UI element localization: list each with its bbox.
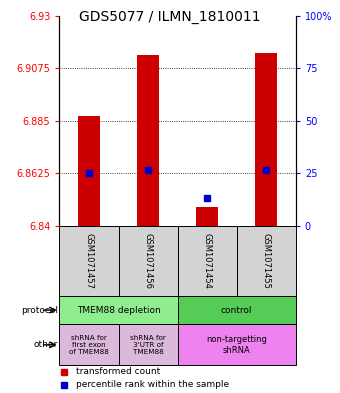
- Bar: [196, 207, 218, 226]
- Text: GSM1071455: GSM1071455: [262, 233, 271, 289]
- Bar: [59, 296, 177, 324]
- Text: percentile rank within the sample: percentile rank within the sample: [76, 380, 229, 389]
- Text: TMEM88 depletion: TMEM88 depletion: [77, 306, 160, 314]
- Bar: [177, 226, 237, 296]
- Bar: [177, 324, 296, 365]
- Bar: [255, 53, 277, 226]
- Text: protocol: protocol: [21, 306, 58, 314]
- Bar: [59, 324, 119, 365]
- Text: other: other: [34, 340, 58, 349]
- Bar: [237, 226, 296, 296]
- Text: GSM1071457: GSM1071457: [85, 233, 94, 289]
- Bar: [59, 226, 119, 296]
- Bar: [137, 55, 159, 226]
- Text: shRNA for
first exon
of TMEM88: shRNA for first exon of TMEM88: [69, 335, 109, 355]
- Text: non-targetting
shRNA: non-targetting shRNA: [206, 335, 267, 354]
- Text: GSM1071454: GSM1071454: [203, 233, 212, 289]
- Bar: [78, 116, 100, 226]
- Text: control: control: [221, 306, 253, 314]
- Bar: [119, 324, 177, 365]
- Text: GSM1071456: GSM1071456: [143, 233, 153, 289]
- Bar: [119, 226, 177, 296]
- Text: shRNA for
3'UTR of
TMEM88: shRNA for 3'UTR of TMEM88: [130, 335, 166, 355]
- Text: transformed count: transformed count: [76, 367, 160, 376]
- Text: GDS5077 / ILMN_1810011: GDS5077 / ILMN_1810011: [79, 10, 261, 24]
- Bar: [177, 296, 296, 324]
